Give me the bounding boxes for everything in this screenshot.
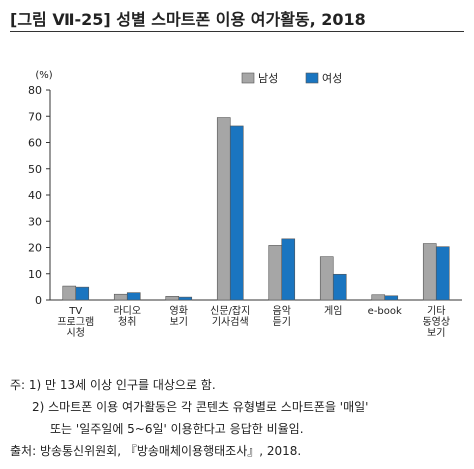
x-tick-label: 듣기	[273, 316, 291, 328]
x-tick-label: 보기	[427, 327, 445, 339]
bar-female	[75, 286, 90, 301]
y-tick-label: 30	[28, 215, 42, 228]
x-tick-label: 시청	[67, 327, 85, 339]
y-tick-label: 20	[28, 242, 42, 255]
bar-male	[268, 245, 283, 301]
bar-female	[126, 292, 141, 301]
y-tick-label: 10	[28, 268, 42, 281]
bar-male	[371, 294, 386, 301]
bar-male	[422, 243, 437, 301]
bar-male	[165, 296, 180, 301]
source-note: 출처: 방송통신위원회, 『방송매체이용행태조사』, 2018.	[10, 444, 302, 458]
bar-female	[229, 125, 244, 301]
legend-swatch-female	[305, 72, 319, 84]
bar-female	[435, 246, 450, 301]
bar-male	[113, 293, 128, 301]
y-tick-label: 60	[28, 137, 42, 150]
y-tick-label: 50	[28, 163, 42, 176]
bar-chart: (%)01020304050607080TV프로그램시청라디오청취영화보기신문/…	[28, 70, 462, 339]
bar-female	[281, 238, 296, 301]
x-tick-label: 기사검색	[212, 316, 249, 328]
x-tick-label: 영화	[170, 305, 188, 317]
bar-male	[62, 285, 77, 301]
y-tick-label: 80	[28, 84, 42, 97]
x-tick-label: 음악	[273, 305, 291, 317]
x-tick-label: TV	[68, 306, 82, 317]
figure-notes: 주: 1) 만 13세 이상 인구를 대상으로 함. 2) 스마트폰 이용 여가…	[10, 374, 368, 462]
x-tick-label: 기타	[427, 305, 445, 317]
x-tick-label: 프로그램	[57, 316, 94, 328]
y-tick-label: 40	[28, 189, 42, 202]
legend-label: 남성	[258, 72, 278, 85]
note-2-continued: 또는 '일주일에 5~6일' 이용한다고 응답한 비율임.	[50, 422, 304, 436]
y-tick-label: 70	[28, 110, 42, 123]
figure-title: [그림 Ⅶ-25] 성별 스마트폰 이용 여가활동, 2018	[10, 10, 366, 29]
bar-female	[178, 296, 193, 301]
bar-female	[332, 273, 347, 301]
y-tick-label: 0	[35, 294, 42, 307]
note-1: 주: 1) 만 13세 이상 인구를 대상으로 함.	[10, 378, 216, 392]
x-tick-label: 청취	[118, 316, 136, 328]
x-tick-label: e-book	[368, 306, 402, 317]
x-tick-label: 게임	[324, 304, 342, 317]
y-axis-label: (%)	[35, 70, 52, 81]
bar-male	[216, 117, 231, 301]
x-tick-label: 라디오	[113, 305, 141, 317]
x-tick-label: 동영상	[422, 316, 450, 328]
title-divider	[10, 31, 464, 32]
x-tick-label: 신문/잡지	[210, 305, 250, 317]
legend-swatch-male	[241, 72, 255, 84]
bar-male	[319, 256, 334, 301]
note-2: 2) 스마트폰 이용 여가활동은 각 콘텐츠 유형별로 스마트폰을 '매일'	[32, 400, 369, 414]
x-tick-label: 보기	[170, 316, 188, 328]
bar-female	[384, 295, 399, 301]
legend-label: 여성	[322, 72, 342, 85]
